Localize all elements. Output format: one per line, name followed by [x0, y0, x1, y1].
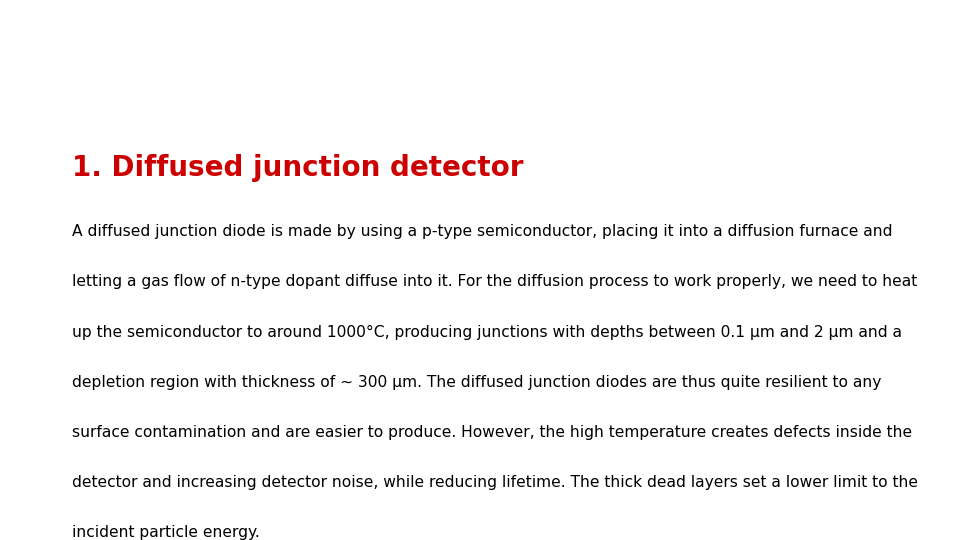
Text: depletion region with thickness of ~ 300 μm. The diffused junction diodes are th: depletion region with thickness of ~ 300…: [72, 375, 881, 390]
Text: incident particle energy.: incident particle energy.: [72, 525, 260, 540]
Text: surface contamination and are easier to produce. However, the high temperature c: surface contamination and are easier to …: [72, 425, 912, 440]
Text: 1. Diffused junction detector: 1. Diffused junction detector: [72, 154, 523, 182]
Text: letting a gas flow of n-type dopant diffuse into it. For the diffusion process t: letting a gas flow of n-type dopant diff…: [72, 274, 917, 289]
Text: detector and increasing detector noise, while reducing lifetime. The thick dead : detector and increasing detector noise, …: [72, 475, 918, 490]
Text: A diffused junction diode is made by using a p-type semiconductor, placing it in: A diffused junction diode is made by usi…: [72, 224, 893, 239]
Text: up the semiconductor to around 1000°C, producing junctions with depths between 0: up the semiconductor to around 1000°C, p…: [72, 325, 902, 340]
